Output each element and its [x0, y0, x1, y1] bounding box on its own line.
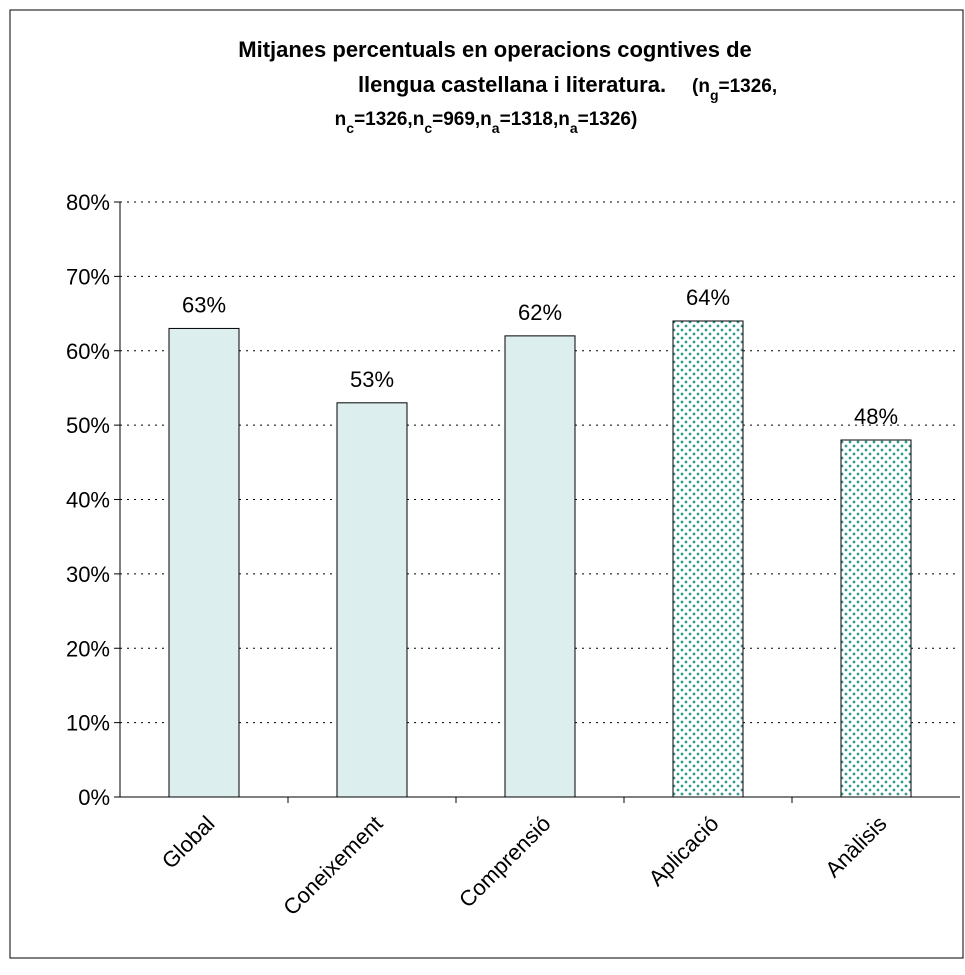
chart-title: Mitjanes percentuals en operacions cognt…: [238, 37, 752, 62]
subscript: c: [424, 120, 432, 136]
annotation-text: =969,n: [432, 109, 492, 130]
value-label: 53%: [350, 367, 394, 392]
bar: [840, 439, 912, 798]
subscript: a: [492, 120, 500, 136]
annotation-text: =1326,: [719, 76, 778, 97]
y-tick-label: 60%: [66, 339, 110, 364]
chart-title: llengua castellana i literatura.: [358, 72, 666, 97]
y-tick-label: 80%: [66, 190, 110, 215]
annotation-text: =1318,n: [500, 109, 570, 130]
annotation-text: (n: [692, 76, 710, 97]
subscript: c: [346, 120, 354, 136]
y-tick-label: 40%: [66, 488, 110, 513]
value-label: 48%: [854, 404, 898, 429]
annotation: (ng=1326,: [692, 76, 777, 103]
annotation-text: =1326,n: [354, 109, 424, 130]
bar: [336, 402, 408, 798]
y-tick-label: 20%: [66, 636, 110, 661]
subscript: g: [710, 87, 719, 103]
bar: [168, 327, 240, 798]
y-tick-label: 70%: [66, 264, 110, 289]
annotation-text: =1326): [578, 109, 638, 130]
bar: [504, 335, 576, 798]
y-tick-label: 10%: [66, 711, 110, 736]
y-tick-label: 30%: [66, 562, 110, 587]
value-label: 62%: [518, 300, 562, 325]
annotation: nc=1326,nc=969,na=1318,na=1326): [335, 109, 638, 136]
bar: [672, 320, 744, 798]
value-label: 64%: [686, 285, 730, 310]
chart-border: [9, 9, 964, 959]
y-tick-label: 0%: [78, 785, 110, 810]
y-tick-label: 50%: [66, 413, 110, 438]
subscript: a: [570, 120, 578, 136]
annotation-text: n: [335, 109, 347, 130]
value-label: 63%: [182, 292, 226, 317]
